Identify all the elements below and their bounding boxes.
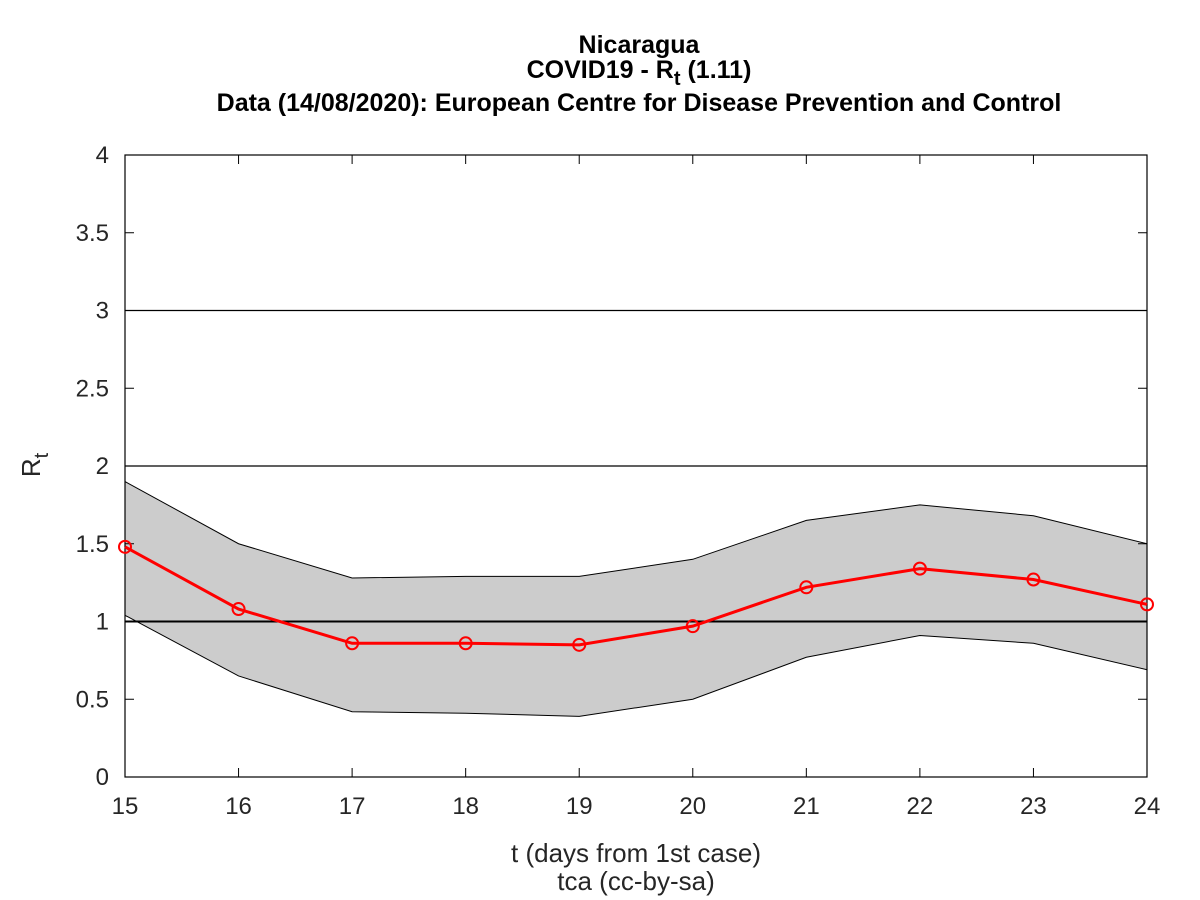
chart-subtitle-suffix: (1.11) bbox=[681, 56, 752, 84]
x-tick-label: 21 bbox=[793, 793, 820, 820]
rt-series-line bbox=[124, 545, 1148, 647]
y-axis-label-subscript: t bbox=[31, 452, 53, 458]
rt-data-point bbox=[572, 637, 587, 652]
rt-data-point bbox=[231, 602, 246, 617]
x-tick-label: 17 bbox=[339, 793, 366, 820]
chart-subtitle-subscript: t bbox=[674, 68, 681, 90]
x-tick-label: 24 bbox=[1134, 793, 1161, 820]
rt-data-point bbox=[799, 580, 814, 595]
chart-subtitle-prefix: COVID19 - R bbox=[527, 56, 674, 84]
y-tick-label: 4 bbox=[96, 142, 109, 169]
y-tick-label: 0 bbox=[96, 764, 109, 791]
chart-title: Nicaragua bbox=[579, 31, 701, 59]
rt-data-point bbox=[458, 636, 473, 651]
y-tick-label: 2 bbox=[96, 453, 109, 480]
x-tick-label: 16 bbox=[225, 793, 252, 820]
y-tick-label: 0.5 bbox=[76, 686, 109, 713]
y-tick-label: 3.5 bbox=[76, 220, 109, 247]
x-tick-label: 23 bbox=[1020, 793, 1047, 820]
rt-data-point bbox=[1140, 597, 1154, 612]
chart-source-line: Data (14/08/2020): European Centre for D… bbox=[217, 89, 1062, 117]
y-tick-label: 2.5 bbox=[76, 375, 109, 402]
y-tick-label: 3 bbox=[96, 298, 109, 325]
credit-label: tca (cc-by-sa) bbox=[557, 866, 714, 896]
y-axis-label: Rt bbox=[16, 452, 53, 477]
y-tick-label: 1.5 bbox=[76, 531, 109, 558]
x-tick-label: 18 bbox=[452, 793, 479, 820]
rt-data-point bbox=[118, 539, 132, 554]
chart-subtitle: COVID19 - Rt (1.11) bbox=[527, 56, 752, 90]
x-tick-label: 20 bbox=[679, 793, 706, 820]
rt-data-point bbox=[685, 619, 700, 634]
rt-data-point bbox=[1026, 572, 1041, 587]
plot-area: 0 0.5 1 1.5 2 2.5 3 3.5 4 15 16 17 18 19 20 21 22 23 24 bbox=[76, 142, 1161, 820]
x-tick-label: 15 bbox=[112, 793, 139, 820]
x-tick-label: 22 bbox=[907, 793, 934, 820]
rt-data-point bbox=[345, 636, 360, 651]
x-axis-label: t (days from 1st case) bbox=[511, 838, 761, 868]
confidence-band bbox=[124, 480, 1148, 717]
y-tick-label: 1 bbox=[96, 609, 109, 636]
y-axis-label-main: R bbox=[16, 458, 46, 477]
rt-data-point bbox=[912, 561, 927, 576]
x-tick-label: 19 bbox=[566, 793, 593, 820]
